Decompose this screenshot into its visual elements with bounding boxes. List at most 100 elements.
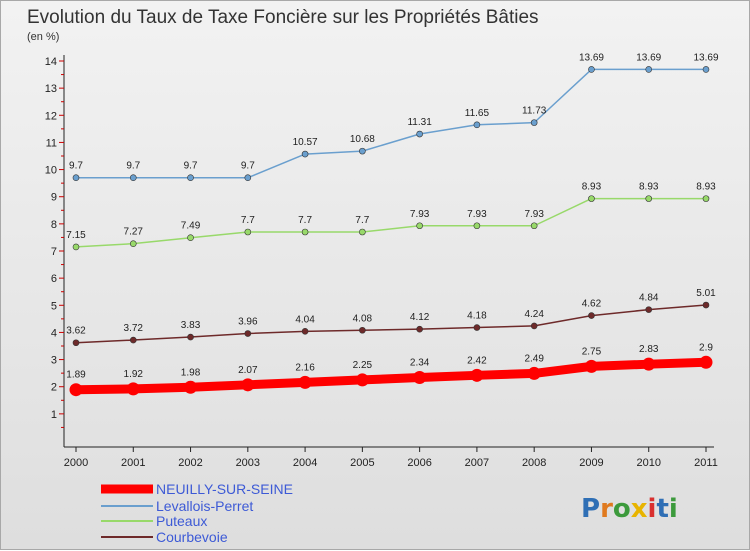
- data-label: 2.49: [524, 353, 544, 364]
- data-label: 4.24: [524, 309, 544, 320]
- series-line: [75, 68, 707, 179]
- data-label: 8.93: [582, 182, 602, 193]
- data-label: 1.89: [66, 370, 86, 381]
- data-point: [416, 222, 423, 230]
- y-tick-label: 6: [51, 273, 57, 285]
- data-point: [645, 66, 653, 73]
- data-label: 4.84: [639, 293, 659, 304]
- data-point: [355, 373, 369, 387]
- x-tick-label: 2003: [236, 457, 260, 469]
- y-tick-label: 2: [51, 382, 57, 394]
- x-tick-label: 2002: [178, 457, 202, 469]
- data-point: [530, 322, 538, 330]
- x-tick-label: 2007: [465, 457, 489, 469]
- x-tick-label: 2006: [407, 457, 431, 469]
- data-label: 7.93: [524, 209, 544, 220]
- data-label: 2.42: [467, 355, 487, 366]
- data-label: 3.72: [124, 323, 144, 334]
- data-point: [301, 150, 309, 158]
- y-tick-label: 14: [45, 56, 57, 68]
- data-label: 10.68: [350, 134, 375, 145]
- x-tick-label: 2009: [579, 457, 603, 469]
- data-point: [413, 370, 427, 384]
- data-point: [129, 240, 137, 247]
- data-label: 2.16: [295, 362, 315, 373]
- data-point: [301, 228, 309, 236]
- data-point: [527, 366, 541, 380]
- x-tick-label: 2008: [522, 457, 546, 469]
- data-point: [588, 312, 595, 319]
- data-point: [359, 147, 366, 155]
- data-label: 13.69: [579, 52, 604, 63]
- data-point: [72, 339, 80, 347]
- data-label: 1.98: [181, 367, 201, 378]
- data-point: [301, 328, 309, 335]
- series-layer: 9.7 9.7 9.7 9.7 10.57 10.68 11.31 11.65 11.73 13.…: [66, 52, 719, 397]
- data-point: [244, 174, 252, 182]
- series-puteaux: 7.15 7.27 7.49 7.7 7.7 7.7 7.93 7.93 7.93 8.93 8.9…: [66, 182, 716, 251]
- data-point: [359, 228, 366, 236]
- data-point: [699, 355, 713, 369]
- data-point: [129, 174, 137, 182]
- y-tick-label: 10: [45, 165, 57, 177]
- data-label: 4.62: [582, 299, 602, 310]
- proxiti-logo[interactable]: Proxiti: [581, 494, 678, 524]
- series-line: [75, 197, 707, 248]
- data-label: 7.7: [241, 215, 255, 226]
- data-label: 3.96: [238, 317, 258, 328]
- y-tick-label: 7: [51, 246, 57, 258]
- data-label: 13.69: [636, 52, 661, 63]
- data-point: [298, 375, 312, 389]
- data-label: 3.62: [66, 326, 86, 337]
- x-tick-label: 2010: [636, 457, 660, 469]
- y-tick-label: 11: [46, 137, 57, 149]
- legend-label: NEUILLY-SUR-SEINE: [156, 481, 293, 497]
- x-tick-label: 2000: [64, 457, 88, 469]
- chart-subtitle: (en %): [27, 31, 59, 43]
- data-label: 2.9: [699, 342, 713, 353]
- y-tick-label: 13: [45, 83, 57, 95]
- data-label: 4.18: [467, 311, 487, 322]
- data-point: [187, 333, 194, 341]
- data-label: 8.93: [696, 182, 716, 193]
- data-point: [72, 243, 80, 251]
- data-label: 8.93: [639, 182, 659, 193]
- data-label: 2.34: [410, 357, 430, 368]
- data-label: 9.7: [69, 161, 83, 172]
- y-tick-label: 4: [51, 327, 57, 339]
- legend-label: Puteaux: [156, 513, 207, 529]
- x-tick-label: 2004: [293, 457, 317, 469]
- data-label: 4.04: [295, 314, 315, 325]
- data-point: [642, 357, 656, 371]
- data-label: 7.49: [181, 221, 201, 232]
- data-label: 4.12: [410, 312, 430, 323]
- data-label: 1.92: [124, 369, 144, 380]
- series-line: [75, 304, 707, 344]
- data-point: [473, 121, 481, 129]
- y-tick-label: 8: [51, 219, 57, 231]
- data-label: 4.08: [353, 313, 373, 324]
- data-label: 2.83: [639, 344, 659, 355]
- data-point: [588, 66, 595, 73]
- data-label: 7.7: [298, 215, 312, 226]
- data-point: [530, 222, 538, 230]
- data-point: [416, 325, 423, 333]
- data-label: 9.7: [241, 161, 255, 172]
- data-point: [473, 324, 481, 331]
- data-label: 9.7: [184, 161, 198, 172]
- data-label: 9.7: [126, 161, 140, 172]
- data-point: [645, 306, 653, 313]
- data-point: [416, 130, 423, 138]
- legend-label: Courbevoie: [156, 529, 228, 545]
- data-point: [584, 359, 598, 373]
- data-point: [187, 234, 194, 241]
- data-label: 3.83: [181, 320, 201, 331]
- y-tick-label: 12: [45, 110, 57, 122]
- x-tick-label: 2001: [121, 457, 145, 469]
- data-label: 2.07: [238, 365, 258, 376]
- series-line: [71, 357, 711, 395]
- y-tick-label: 1: [51, 409, 57, 421]
- data-label: 5.01: [696, 288, 716, 299]
- data-label: 11.65: [465, 108, 490, 119]
